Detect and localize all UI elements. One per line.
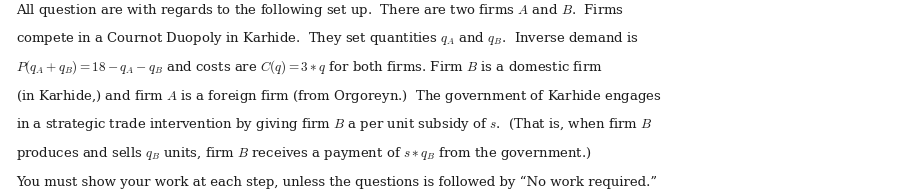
Text: You must show your work at each step, unless the questions is followed by “No wo: You must show your work at each step, un… xyxy=(16,176,657,189)
Text: (in Karhide,) and firm $A$ is a foreign firm (from Orgoreyn.)  The government of: (in Karhide,) and firm $A$ is a foreign … xyxy=(16,88,662,105)
Text: compete in a Cournot Duopoly in Karhide.  They set quantities $q_A$ and $q_B$.  : compete in a Cournot Duopoly in Karhide.… xyxy=(16,30,639,47)
Text: $P(q_A + q_B) = 18 - q_A - q_B$ and costs are $C(q) = 3 * q$ for both firms. Fir: $P(q_A + q_B) = 18 - q_A - q_B$ and cost… xyxy=(16,59,603,76)
Text: All question are with regards to the following set up.  There are two firms $A$ : All question are with regards to the fol… xyxy=(16,2,624,19)
Text: in a strategic trade intervention by giving firm $B$ a per unit subsidy of $s$. : in a strategic trade intervention by giv… xyxy=(16,116,654,133)
Text: produces and sells $q_B$ units, firm $B$ receives a payment of $s * q_B$ from th: produces and sells $q_B$ units, firm $B$… xyxy=(16,145,592,162)
